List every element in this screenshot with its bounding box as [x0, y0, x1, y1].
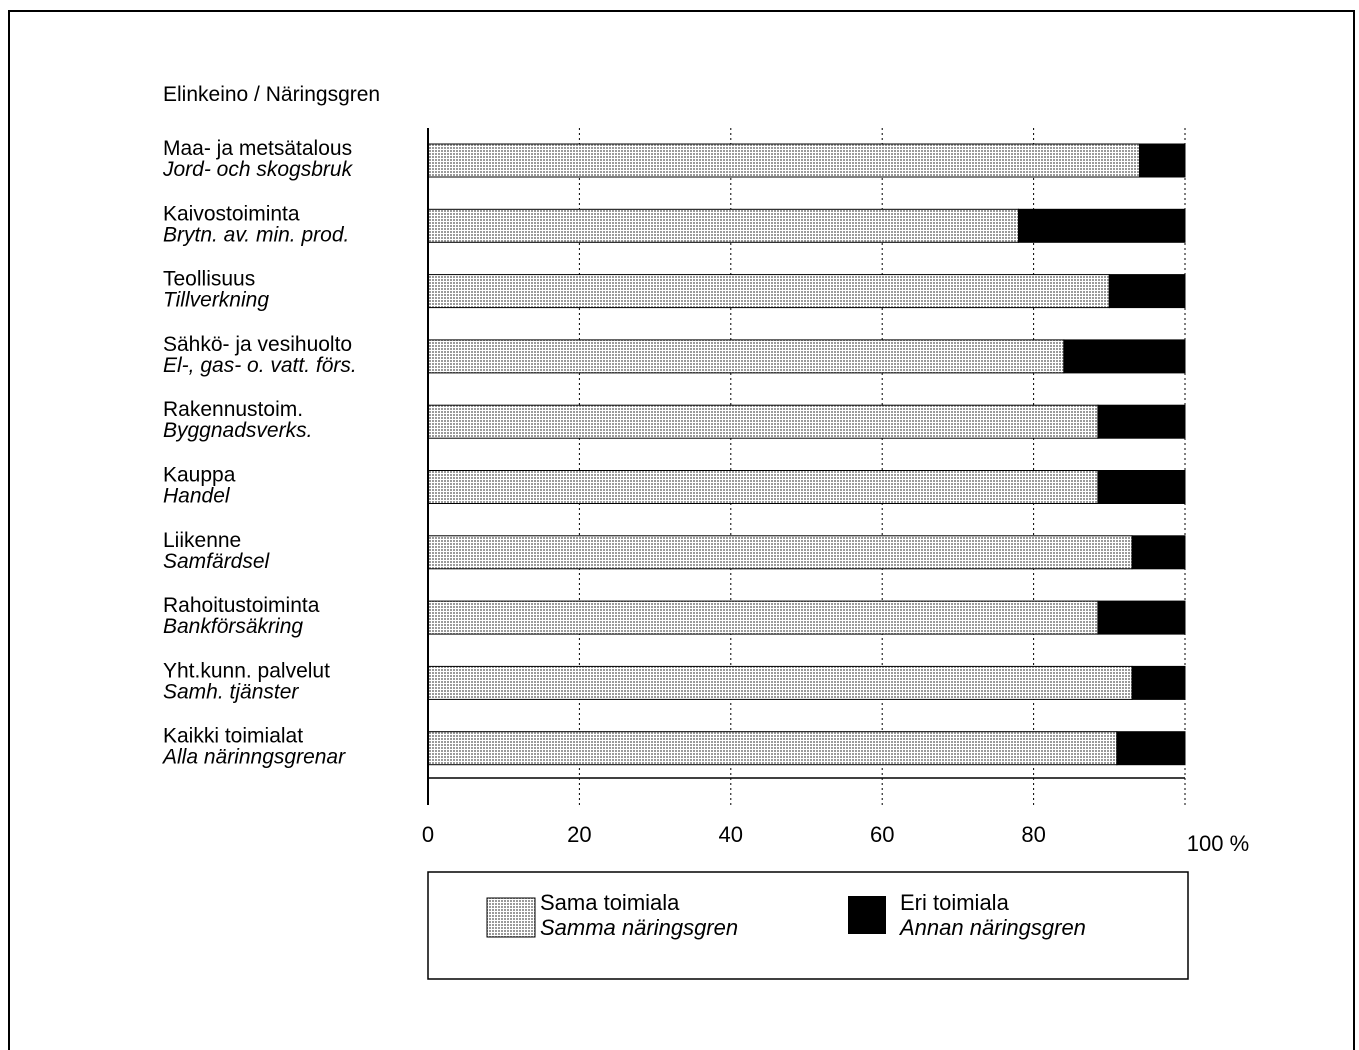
legend-label-same-sv: Samma näringsgren	[540, 915, 738, 940]
x-tick-label: 60	[870, 822, 894, 847]
category-label-fi: Kaikki toimialat	[163, 725, 303, 748]
category-label-fi: Yht.kunn. palvelut	[163, 659, 330, 682]
legend-label-other-sv: Annan näringsgren	[898, 915, 1086, 940]
bar-other-industry	[1017, 208, 1186, 243]
figure-frame	[8, 10, 1355, 1050]
bar-other-industry	[1131, 665, 1186, 700]
legend-box	[427, 871, 1189, 980]
bar-same-industry	[427, 470, 1099, 504]
bars	[427, 143, 1186, 766]
category-label-sv: Alla närinngsgrenar	[161, 746, 346, 769]
bar-other-industry	[1097, 600, 1186, 635]
bar-same-industry	[427, 600, 1099, 635]
bar-other-industry	[1108, 274, 1186, 309]
bar-same-industry	[427, 339, 1065, 374]
bar-same-industry	[427, 535, 1133, 570]
x-tick-label: 20	[567, 822, 591, 847]
bar-same-industry	[427, 404, 1099, 439]
legend-swatch-same	[486, 897, 536, 938]
category-label-sv: El-, gas- o. vatt. förs.	[163, 354, 357, 377]
chart-title: Elinkeino / Näringsgren	[163, 83, 380, 106]
category-label-sv: Tillverkning	[163, 289, 269, 312]
bar-other-industry	[1097, 470, 1186, 504]
bar-same-industry	[427, 731, 1118, 766]
category-label-sv: Bankförsäkring	[163, 615, 303, 638]
bar-other-industry	[1131, 535, 1186, 570]
bar-other-industry	[1139, 143, 1186, 178]
bar-same-industry	[427, 665, 1133, 700]
x-tick-label: 80	[1021, 822, 1045, 847]
legend-label-other-fi: Eri toimiala	[900, 890, 1010, 915]
category-label-sv: Samfärdsel	[163, 550, 271, 573]
bar-other-industry	[1116, 731, 1186, 766]
category-label-fi: Rakennustoim.	[163, 398, 303, 421]
x-tick-label: 40	[719, 822, 743, 847]
category-label-fi: Kaivostoiminta	[163, 202, 300, 225]
category-label-fi: Sähkö- ja vesihuolto	[163, 333, 352, 356]
category-label-fi: Kauppa	[163, 464, 236, 487]
x-tick-label: 100 %	[1187, 831, 1249, 856]
legend-swatch-other	[848, 896, 886, 934]
category-label-sv: Brytn. av. min. prod.	[163, 223, 349, 246]
bar-same-industry	[427, 208, 1019, 243]
x-axis: 0 20 40 60 80 100 %	[422, 128, 1249, 856]
bar-other-industry	[1097, 404, 1186, 439]
x-tick-label: 0	[422, 822, 434, 847]
bar-other-industry	[1063, 339, 1186, 374]
bar-same-industry	[427, 274, 1110, 309]
category-label-fi: Rahoitustoiminta	[163, 594, 320, 617]
category-label-sv: Samh. tjänster	[163, 680, 299, 703]
category-label-sv: Byggnadsverks.	[163, 419, 312, 442]
category-label-sv: Handel	[163, 485, 231, 508]
legend-label-same-fi: Sama toimiala	[540, 890, 680, 915]
legend: Sama toimiala Samma näringsgren Eri toim…	[427, 871, 1189, 980]
category-label-fi: Liikenne	[163, 529, 241, 552]
bar-same-industry	[427, 143, 1141, 178]
category-label-fi: Teollisuus	[163, 268, 255, 291]
category-label-sv: Jord- och skogsbruk	[162, 158, 354, 181]
category-label-fi: Maa- ja metsätalous	[163, 137, 352, 160]
